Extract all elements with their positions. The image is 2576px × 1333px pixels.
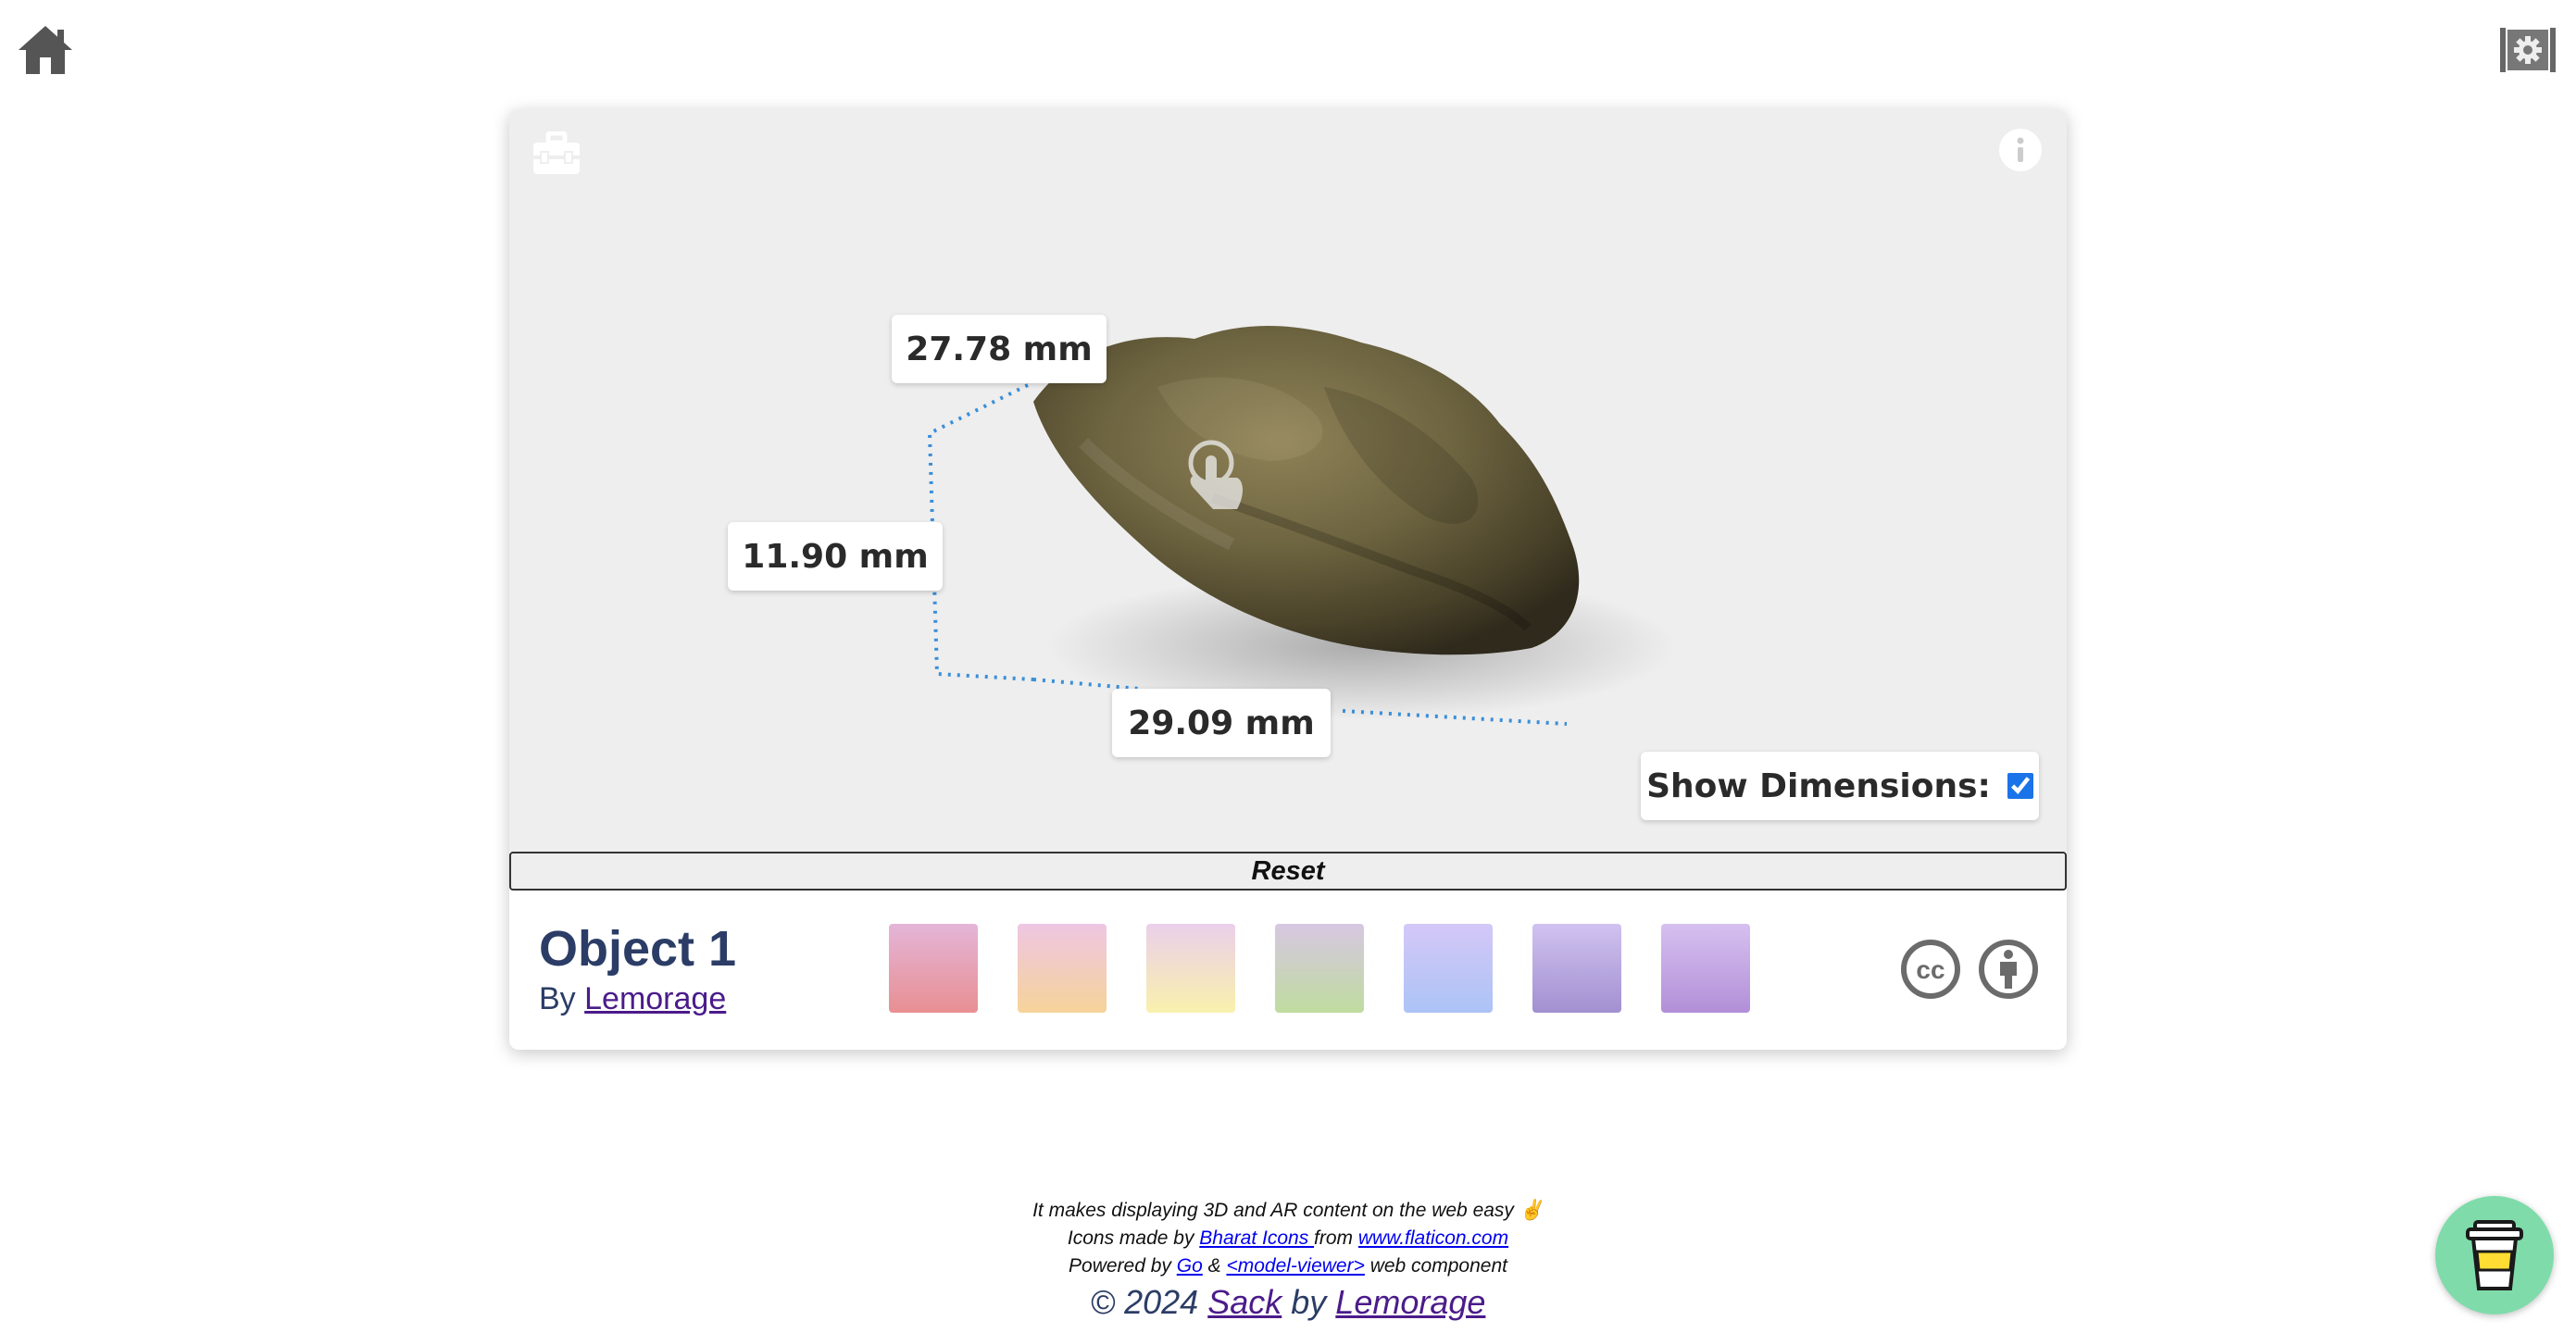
rock-model[interactable] xyxy=(509,109,2067,852)
footer-text: & xyxy=(1202,1255,1227,1277)
footer-copyright: © 2024 Sack by Lemorage xyxy=(0,1283,2576,1322)
lemorage-link[interactable]: Lemorage xyxy=(1335,1283,1486,1321)
show-dimensions-control: Show Dimensions: xyxy=(1641,752,2039,820)
background-swatch-4[interactable] xyxy=(1275,924,1364,1013)
model-card: 27.78 mm 11.90 mm 29.09 mm Show Dimensio… xyxy=(509,109,2067,1050)
background-swatch-1[interactable] xyxy=(889,924,978,1013)
model-viewer[interactable]: 27.78 mm 11.90 mm 29.09 mm Show Dimensio… xyxy=(509,109,2067,852)
background-swatch-2[interactable] xyxy=(1018,924,1107,1013)
footer-text: from xyxy=(1314,1227,1358,1249)
info-icon[interactable] xyxy=(1998,128,2043,172)
hand-pointer-icon xyxy=(1188,440,1243,509)
footer-icon-credit: Icons made by Bharat Icons from www.flat… xyxy=(0,1227,2576,1250)
footer-text: Icons made by xyxy=(1067,1227,1200,1249)
dimension-label-depth: 27.78 mm xyxy=(892,315,1107,383)
footer-powered-by: Powered by Go & <model-viewer> web compo… xyxy=(0,1255,2576,1277)
footer-text: © 2024 xyxy=(1090,1283,1208,1321)
dimension-label-height: 11.90 mm xyxy=(728,522,943,591)
coffee-cup-button[interactable] xyxy=(2435,1196,2554,1314)
show-dimensions-label: Show Dimensions: xyxy=(1646,766,1991,805)
creative-commons-icon[interactable]: cc xyxy=(1900,939,1961,1000)
bharat-icons-link[interactable]: Bharat Icons xyxy=(1199,1227,1315,1249)
author-prefix: By xyxy=(539,981,585,1016)
footer-tagline: It makes displaying 3D and AR content on… xyxy=(1032,1200,1544,1221)
background-swatch-6[interactable] xyxy=(1532,924,1621,1013)
background-swatch-5[interactable] xyxy=(1404,924,1493,1013)
footer-text: web component xyxy=(1364,1255,1507,1277)
object-title: Object 1 xyxy=(539,921,737,977)
go-link[interactable]: Go xyxy=(1176,1255,1203,1277)
coffee-cup-icon xyxy=(2466,1220,2523,1290)
author-link[interactable]: Lemorage xyxy=(584,981,727,1016)
footer-text: by xyxy=(1282,1283,1336,1321)
flaticon-link[interactable]: www.flaticon.com xyxy=(1357,1227,1509,1249)
background-swatch-7[interactable] xyxy=(1661,924,1750,1013)
attribution-icon[interactable] xyxy=(1978,939,2039,1000)
show-dimensions-checkbox[interactable] xyxy=(2007,773,2033,799)
sack-link[interactable]: Sack xyxy=(1207,1283,1282,1321)
model-viewer-link[interactable]: <model-viewer> xyxy=(1226,1255,1365,1277)
background-swatch-3[interactable] xyxy=(1146,924,1235,1013)
svg-text:cc: cc xyxy=(1916,955,1945,984)
reset-button[interactable]: Reset xyxy=(509,852,2067,891)
settings-icon[interactable] xyxy=(2498,24,2557,76)
footer-text: Powered by xyxy=(1069,1255,1177,1277)
dimension-label-width: 29.09 mm xyxy=(1112,689,1331,757)
home-icon[interactable] xyxy=(17,22,74,78)
object-author: By Lemorage xyxy=(539,981,726,1017)
toolbox-icon[interactable] xyxy=(531,131,581,176)
